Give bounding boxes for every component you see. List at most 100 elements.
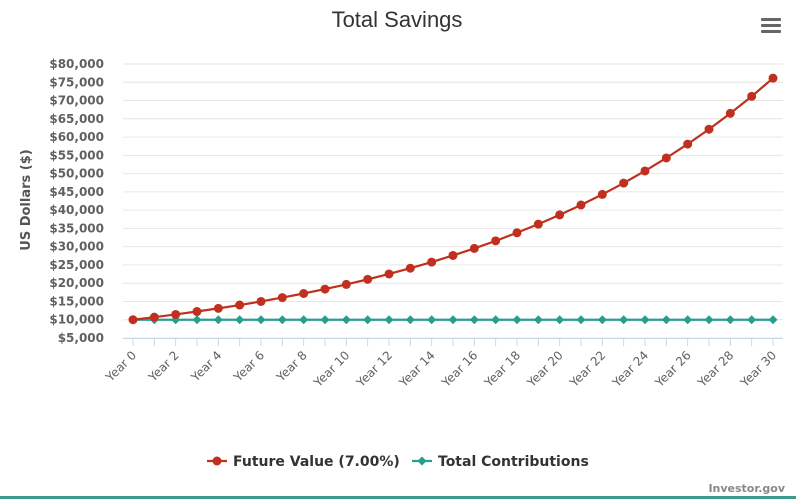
data-point[interactable]	[491, 236, 501, 246]
data-point[interactable]	[341, 279, 351, 289]
x-tick-label: Year 28	[694, 348, 736, 390]
x-tick-label: Year 26	[652, 348, 694, 390]
data-point[interactable]	[384, 315, 394, 325]
data-point[interactable]	[235, 315, 245, 325]
x-tick-label: Year 0	[102, 348, 139, 385]
data-point[interactable]	[661, 153, 671, 163]
data-point[interactable]	[192, 307, 202, 317]
data-point[interactable]	[725, 108, 735, 118]
x-tick-label: Year 6	[230, 348, 267, 385]
data-point[interactable]	[277, 315, 287, 325]
data-point[interactable]	[213, 315, 223, 325]
legend-label: Future Value (7.00%)	[233, 454, 400, 470]
x-axis: Year 0 Year 2 Year 4 Year 6 Year 8 Year 10 Yea…	[102, 338, 783, 390]
y-tick-label: $5,000	[58, 331, 104, 345]
data-point[interactable]	[320, 284, 330, 294]
y-tick-label: $60,000	[49, 130, 104, 144]
x-tick-label: Year 14	[396, 348, 438, 390]
x-tick-label: Year 24	[609, 348, 651, 390]
legend-label: Total Contributions	[438, 454, 589, 470]
data-point[interactable]	[747, 315, 757, 325]
data-point[interactable]	[576, 200, 586, 210]
x-tick-label: Year 10	[310, 348, 352, 390]
data-point[interactable]	[405, 315, 415, 325]
y-tick-label: $30,000	[49, 240, 104, 254]
data-point[interactable]	[725, 315, 735, 325]
data-point[interactable]	[512, 228, 522, 238]
x-tick-label: Year 30	[737, 348, 779, 390]
data-point[interactable]	[533, 219, 543, 229]
y-tick-label: $10,000	[49, 313, 104, 327]
data-point[interactable]	[469, 315, 479, 325]
data-point[interactable]	[341, 315, 351, 325]
x-tick-label: Year 16	[438, 348, 480, 390]
data-point[interactable]	[704, 315, 714, 325]
data-point[interactable]	[597, 315, 607, 325]
data-point[interactable]	[704, 124, 714, 134]
x-tick-label: Year 8	[273, 348, 310, 385]
y-axis-label: US Dollars ($)	[19, 149, 34, 250]
data-point[interactable]	[384, 269, 394, 279]
data-point[interactable]	[427, 315, 437, 325]
y-tick-label: $50,000	[49, 167, 104, 181]
data-point[interactable]	[149, 312, 159, 322]
x-tick-label: Year 4	[188, 348, 225, 385]
data-point[interactable]	[640, 315, 650, 325]
x-tick-label: Year 20	[524, 348, 566, 390]
data-point[interactable]	[256, 296, 266, 306]
data-point[interactable]	[576, 315, 586, 325]
x-tick-label: Year 12	[353, 348, 395, 390]
data-point[interactable]	[619, 315, 629, 325]
legend-marker	[417, 456, 427, 466]
series-layer	[128, 73, 778, 325]
y-tick-label: $40,000	[49, 203, 104, 217]
chart-menu-button[interactable]	[760, 16, 782, 36]
data-point[interactable]	[683, 315, 693, 325]
data-point[interactable]	[640, 166, 650, 176]
y-tick-label: $55,000	[49, 148, 104, 162]
legend-item[interactable]: Future Value (7.00%)	[207, 454, 400, 470]
data-point[interactable]	[128, 315, 138, 325]
credits-link[interactable]: Investor.gov	[708, 482, 785, 495]
data-point[interactable]	[192, 315, 202, 325]
data-point[interactable]	[683, 139, 693, 149]
y-tick-label: $70,000	[49, 94, 104, 108]
data-point[interactable]	[448, 250, 458, 260]
y-tick-label: $80,000	[49, 57, 104, 71]
data-point[interactable]	[533, 315, 543, 325]
data-point[interactable]	[171, 309, 181, 319]
data-point[interactable]	[512, 315, 522, 325]
data-point[interactable]	[363, 274, 373, 284]
data-point[interactable]	[448, 315, 458, 325]
data-point[interactable]	[277, 293, 287, 303]
y-tick-label: $75,000	[49, 75, 104, 89]
data-point[interactable]	[661, 315, 671, 325]
data-point[interactable]	[469, 243, 479, 253]
data-point[interactable]	[747, 91, 757, 101]
data-point[interactable]	[213, 303, 223, 313]
data-point[interactable]	[768, 315, 778, 325]
data-point[interactable]	[363, 315, 373, 325]
series-total-contributions	[128, 315, 778, 325]
data-point[interactable]	[619, 178, 629, 188]
data-point[interactable]	[597, 189, 607, 199]
series-future-value-7-00	[128, 73, 778, 325]
y-tick-label: $65,000	[49, 112, 104, 126]
data-point[interactable]	[491, 315, 501, 325]
data-point[interactable]	[320, 315, 330, 325]
data-point[interactable]	[405, 263, 415, 273]
data-point[interactable]	[555, 210, 565, 220]
legend-item[interactable]: Total Contributions	[412, 454, 589, 470]
data-point[interactable]	[299, 288, 309, 298]
bottom-border	[0, 496, 796, 499]
x-tick-label: Year 22	[566, 348, 608, 390]
data-point[interactable]	[235, 300, 245, 310]
chart-title: Total Savings	[332, 7, 463, 32]
data-point[interactable]	[299, 315, 309, 325]
data-point[interactable]	[555, 315, 565, 325]
x-tick-label: Year 18	[481, 348, 523, 390]
data-point[interactable]	[256, 315, 266, 325]
data-point[interactable]	[768, 73, 778, 83]
hamburger-menu-icon	[761, 18, 781, 33]
data-point[interactable]	[427, 257, 437, 267]
